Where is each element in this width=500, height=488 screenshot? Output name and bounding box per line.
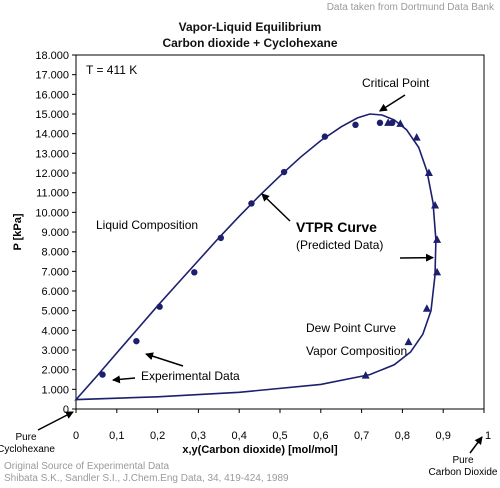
vapor-data-point xyxy=(424,168,433,176)
source-note: Data taken from Dortmund Data Bank xyxy=(326,2,494,13)
y-tick-label: 16.000 xyxy=(35,89,69,101)
x-tick-label: 0,5 xyxy=(272,430,287,442)
predicted-data-label: (Predicted Data) xyxy=(296,238,383,252)
y-tick-label: 2.000 xyxy=(41,365,69,377)
liquid-data-point xyxy=(352,121,359,129)
y-tick-label: 14.000 xyxy=(35,129,69,141)
vapor-composition-label: Vapor Composition xyxy=(306,344,407,358)
chart-subtitle: Carbon dioxide + Cyclohexane xyxy=(162,36,338,50)
y-tick-label: 6.000 xyxy=(41,286,69,298)
critical-point-label: Critical Point xyxy=(362,76,430,90)
pure-cyclohexane-arrow xyxy=(37,411,74,431)
x-axis-label: x,y(Carbon dioxide) [mol/mol] xyxy=(182,444,338,456)
critical-point-arrow xyxy=(378,94,406,112)
source-credit-line-1: Original Source of Experimental Data xyxy=(4,461,170,472)
source-credit-line-2: Shibata S.K., Sandler S.I., J.Chem.Eng D… xyxy=(4,473,289,484)
pure-co2-arrow xyxy=(469,436,483,454)
y-tick-label: 0 xyxy=(63,404,69,416)
y-tick-label: 15.000 xyxy=(35,109,69,121)
x-tick-label: 0,7 xyxy=(354,430,369,442)
temperature-label: T = 411 K xyxy=(86,63,137,77)
x-tick-label: 0,3 xyxy=(191,430,206,442)
vapor-data-point xyxy=(361,371,370,379)
liquid-data-point xyxy=(191,269,198,276)
vtpr-curve-label: VTPR Curve xyxy=(296,219,377,235)
x-tick-label: 0,9 xyxy=(436,430,451,442)
experimental-data-arrow-1 xyxy=(112,375,136,384)
liquid-data-point xyxy=(280,168,288,176)
vtpr-curve-arrow xyxy=(261,193,291,222)
y-tick-label: 17.000 xyxy=(35,70,69,82)
vapor-data-point xyxy=(412,133,421,141)
y-tick-label: 10.000 xyxy=(35,207,69,219)
liquid-data-point xyxy=(99,371,106,378)
vapor-data-point xyxy=(396,119,405,127)
liquid-data-point xyxy=(156,303,163,310)
x-tick-label: 0,1 xyxy=(109,430,124,442)
vapor-data-point xyxy=(433,267,442,276)
x-tick-label: 1 xyxy=(485,430,491,442)
vapor-data-point xyxy=(431,200,440,209)
vapor-data-point xyxy=(433,235,442,243)
pure-co2-label: Pure xyxy=(452,455,474,466)
vapor-data-point xyxy=(404,337,413,346)
y-tick-label: 4.000 xyxy=(41,325,69,337)
y-axis-label: P [kPa] xyxy=(12,213,24,250)
experimental-data-arrow-2 xyxy=(145,352,184,367)
y-tick-label: 11.000 xyxy=(36,188,69,200)
y-tick-label: 5.000 xyxy=(41,306,69,318)
y-tick-label: 3.000 xyxy=(41,345,69,357)
x-tick-label: 0,6 xyxy=(313,430,328,442)
y-tick-label: 12.000 xyxy=(35,168,69,180)
plot-frame xyxy=(75,54,485,410)
liquid-data-point xyxy=(133,337,140,345)
experimental-data-label: Experimental Data xyxy=(141,369,240,383)
liquid-data-point xyxy=(321,133,329,140)
y-tick-label: 18.000 xyxy=(35,50,69,62)
y-tick-label: 13.000 xyxy=(35,148,69,160)
x-tick-label: 0,2 xyxy=(150,430,165,442)
chart-title: Vapor-Liquid Equilibrium xyxy=(178,20,322,34)
y-tick-label: 8.000 xyxy=(41,247,69,259)
dew-point-curve-label: Dew Point Curve xyxy=(306,321,396,335)
liquid-data-point xyxy=(376,119,384,127)
liquid-composition-label: Liquid Composition xyxy=(96,218,198,232)
vapor-data-point xyxy=(422,304,431,312)
vtpr-curve-line xyxy=(74,113,437,401)
liquid-data-point xyxy=(217,234,225,242)
pure-cyclohexane-label: Cyclohexane xyxy=(0,444,55,455)
x-tick-label: 0,4 xyxy=(232,430,247,442)
y-tick-label: 1.000 xyxy=(41,384,69,396)
y-tick-label: 9.000 xyxy=(41,227,69,239)
x-tick-label: 0,8 xyxy=(395,430,410,442)
liquid-data-point xyxy=(248,200,255,207)
pure-co2-label: Carbon Dioxide xyxy=(429,467,498,478)
y-tick-label: 7.000 xyxy=(41,266,69,278)
pure-cyclohexane-label: Pure xyxy=(15,432,37,443)
x-tick-label: 0 xyxy=(73,430,79,442)
vapor-data-point xyxy=(384,118,393,126)
